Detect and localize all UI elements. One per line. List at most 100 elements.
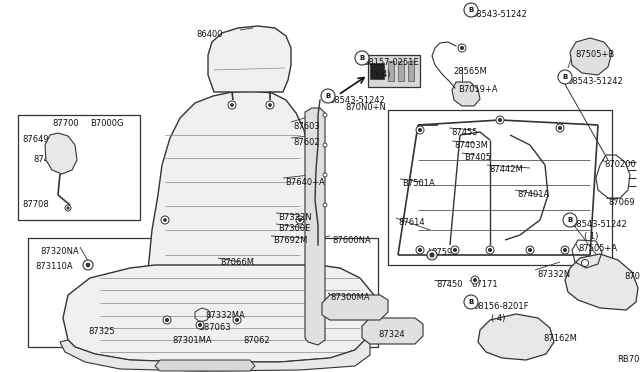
Polygon shape (208, 26, 291, 92)
Text: 87069: 87069 (608, 198, 635, 207)
Circle shape (471, 276, 479, 284)
Circle shape (323, 143, 327, 147)
Circle shape (464, 295, 478, 309)
Text: B7000G: B7000G (90, 119, 124, 128)
Text: 870N0: 870N0 (624, 272, 640, 281)
Text: B: B (360, 55, 365, 61)
Text: 87332N: 87332N (537, 270, 570, 279)
Circle shape (451, 246, 459, 254)
Text: 87171: 87171 (471, 280, 498, 289)
Circle shape (558, 70, 572, 84)
Text: B7019+A: B7019+A (458, 85, 498, 94)
Text: B87063: B87063 (198, 323, 230, 332)
Circle shape (266, 101, 274, 109)
Polygon shape (362, 318, 423, 344)
Text: 86400: 86400 (196, 30, 223, 39)
Circle shape (67, 207, 69, 209)
Circle shape (321, 89, 335, 103)
Text: 87162M: 87162M (543, 334, 577, 343)
Text: B7501A: B7501A (402, 179, 435, 188)
Text: B7300E: B7300E (278, 224, 310, 233)
Circle shape (454, 248, 456, 251)
Text: 87401A: 87401A (517, 190, 549, 199)
Text: 08156-8201F: 08156-8201F (474, 302, 529, 311)
Text: B: B (468, 299, 474, 305)
Text: 873110A: 873110A (35, 262, 72, 271)
Text: B: B (563, 74, 568, 80)
Text: 87603: 87603 (293, 122, 320, 131)
Polygon shape (60, 335, 370, 371)
Text: ( 4): ( 4) (491, 314, 506, 323)
Text: RB7000NG: RB7000NG (617, 355, 640, 364)
Circle shape (529, 248, 531, 251)
Bar (408, 61, 414, 81)
Text: 87332MA: 87332MA (205, 311, 244, 320)
Circle shape (230, 103, 234, 106)
Circle shape (416, 246, 424, 254)
Bar (388, 61, 394, 81)
Text: 08543-51242: 08543-51242 (472, 10, 528, 19)
Circle shape (163, 316, 171, 324)
Text: 87505+B: 87505+B (575, 50, 614, 59)
Circle shape (563, 248, 566, 251)
Text: B7405: B7405 (464, 153, 491, 162)
Circle shape (83, 260, 93, 270)
Text: 87649: 87649 (22, 135, 49, 144)
Polygon shape (570, 38, 612, 75)
Circle shape (198, 324, 202, 327)
Polygon shape (305, 108, 325, 345)
Circle shape (236, 318, 239, 321)
Text: 87592: 87592 (431, 248, 458, 257)
Circle shape (355, 51, 369, 65)
Text: 08157-0251E: 08157-0251E (364, 58, 420, 67)
Circle shape (488, 248, 492, 251)
Circle shape (427, 250, 437, 260)
Text: 87066M: 87066M (220, 258, 254, 267)
Circle shape (563, 213, 577, 227)
Bar (18, 115, 140, 220)
Text: B7692M: B7692M (273, 236, 307, 245)
Text: 87442M: 87442M (489, 165, 523, 174)
Polygon shape (322, 295, 388, 320)
Text: 87708: 87708 (22, 200, 49, 209)
Text: 08543-51242: 08543-51242 (330, 96, 386, 105)
Text: ( 4): ( 4) (376, 70, 390, 79)
Text: 87455: 87455 (451, 128, 477, 137)
Text: B7332N: B7332N (278, 213, 312, 222)
Circle shape (65, 205, 71, 211)
Circle shape (430, 253, 434, 257)
Text: 87301MA: 87301MA (172, 336, 212, 345)
Circle shape (458, 44, 466, 52)
Polygon shape (63, 265, 376, 362)
Bar (370, 63, 384, 79)
Bar (368, 55, 420, 87)
Text: 87450: 87450 (436, 280, 463, 289)
Polygon shape (452, 82, 480, 106)
Text: 87600NA: 87600NA (332, 236, 371, 245)
Circle shape (296, 216, 304, 224)
Circle shape (323, 173, 327, 177)
Polygon shape (155, 360, 255, 371)
Circle shape (419, 128, 422, 131)
Text: 87062: 87062 (243, 336, 269, 345)
Polygon shape (45, 133, 77, 174)
Circle shape (526, 246, 534, 254)
Text: 87614: 87614 (398, 218, 424, 227)
Text: B: B (568, 217, 573, 223)
Text: 870200: 870200 (604, 160, 636, 169)
Circle shape (582, 260, 589, 266)
Text: 87300MA: 87300MA (330, 293, 370, 302)
Circle shape (496, 116, 504, 124)
Circle shape (166, 318, 168, 321)
Circle shape (561, 246, 569, 254)
Text: ( 1): ( 1) (584, 232, 598, 241)
Text: 87325: 87325 (88, 327, 115, 336)
Polygon shape (478, 314, 554, 360)
Polygon shape (565, 254, 638, 310)
Circle shape (499, 119, 502, 122)
Circle shape (323, 113, 327, 117)
Text: B7640+A: B7640+A (285, 178, 324, 187)
Circle shape (163, 218, 166, 221)
Text: 87700: 87700 (52, 119, 79, 128)
Circle shape (161, 216, 169, 224)
